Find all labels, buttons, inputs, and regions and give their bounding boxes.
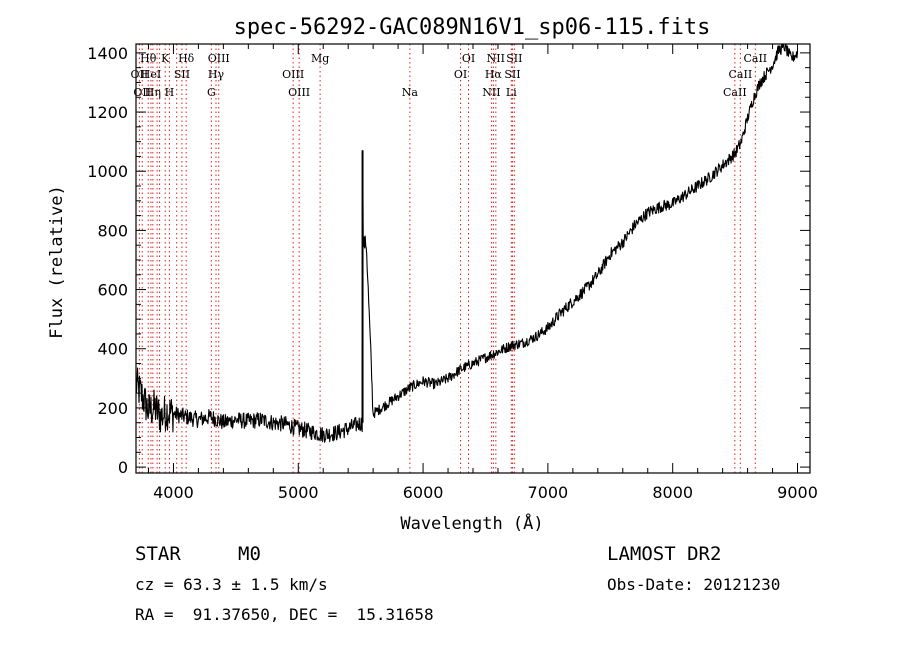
x-tick-label: 6000 (403, 483, 444, 502)
y-tick-label: 1200 (87, 103, 128, 122)
spectral-line-label: H (165, 86, 175, 99)
spectral-line-label: OII (133, 86, 151, 99)
spectral-line-label: OIII (282, 68, 304, 81)
spectral-line-label: OII (131, 68, 149, 81)
survey-name: LAMOST DR2 (607, 543, 721, 565)
y-axis-ticks: 0 200 400 600 800 1000 1200 1400 (87, 44, 810, 477)
spectral-line-label: Hδ (178, 52, 195, 65)
spectral-line-label: HeI (141, 68, 161, 81)
ra-dec-coordinates: RA = 91.37650, DEC = 15.31658 (135, 605, 434, 624)
object-subclass: M0 (238, 543, 261, 565)
spectral-line-label: NII (482, 86, 500, 99)
redshift-cz: cz = 63.3 ± 1.5 km/s (135, 575, 328, 594)
spectral-line-labels: OII OII Hθ HeI Hη K H SII Hδ G Hγ OIII OIII OIII Mg Na O… (131, 52, 768, 99)
y-tick-label: 1000 (87, 162, 128, 181)
y-tick-label: 0 (118, 458, 128, 477)
spectral-line-label: CaII (729, 68, 753, 81)
y-tick-label: 1400 (87, 44, 128, 63)
spectrum-series-line (135, 43, 799, 443)
spectral-line-label: Hα (485, 68, 503, 81)
observation-date: Obs-Date: 20121230 (607, 575, 780, 594)
spectral-line-label: OIII (208, 52, 230, 65)
y-tick-label: 800 (97, 221, 128, 240)
object-class: STAR (135, 543, 181, 565)
spectral-line-label: G (207, 86, 216, 99)
spectral-line-markers (138, 44, 756, 473)
spectral-line-label: Hθ (140, 52, 157, 65)
spectral-line-label: Mg (311, 52, 329, 65)
spectral-line-label: SII (506, 52, 522, 65)
x-tick-label: 9000 (777, 483, 818, 502)
spectral-line-label: SII (174, 68, 190, 81)
x-axis-label: Wavelength (Å) (400, 512, 543, 534)
y-tick-label: 400 (97, 340, 128, 359)
spectral-line-label: Na (402, 86, 419, 99)
spectral-line-label: OI (462, 52, 475, 65)
spectral-line-label: OI (454, 68, 467, 81)
spectral-line-label: K (161, 52, 170, 65)
spectral-line-label: NII (487, 52, 505, 65)
spectral-line-label: CaII (723, 86, 747, 99)
spectral-line-label: CaII (743, 52, 767, 65)
x-tick-label: 5000 (278, 483, 319, 502)
x-tick-label: 4000 (153, 483, 194, 502)
spectral-line-label: SII (504, 68, 520, 81)
x-axis-ticks: 4000 5000 6000 7000 8000 9000 (147, 44, 818, 502)
plot-frame (135, 43, 811, 474)
spectral-line-label: OIII (288, 86, 310, 99)
spectral-line-label: Hη (145, 86, 161, 99)
y-axis-label: Flux (relative) (47, 185, 67, 339)
x-tick-label: 8000 (652, 483, 693, 502)
y-tick-label: 600 (97, 281, 128, 300)
chart-title: spec-56292-GAC089N16V1_sp06-115.fits (234, 15, 711, 40)
y-tick-label: 200 (97, 399, 128, 418)
spectral-line-label: Li (506, 86, 517, 99)
x-tick-label: 7000 (528, 483, 569, 502)
spectral-line-label: Hγ (208, 68, 225, 81)
